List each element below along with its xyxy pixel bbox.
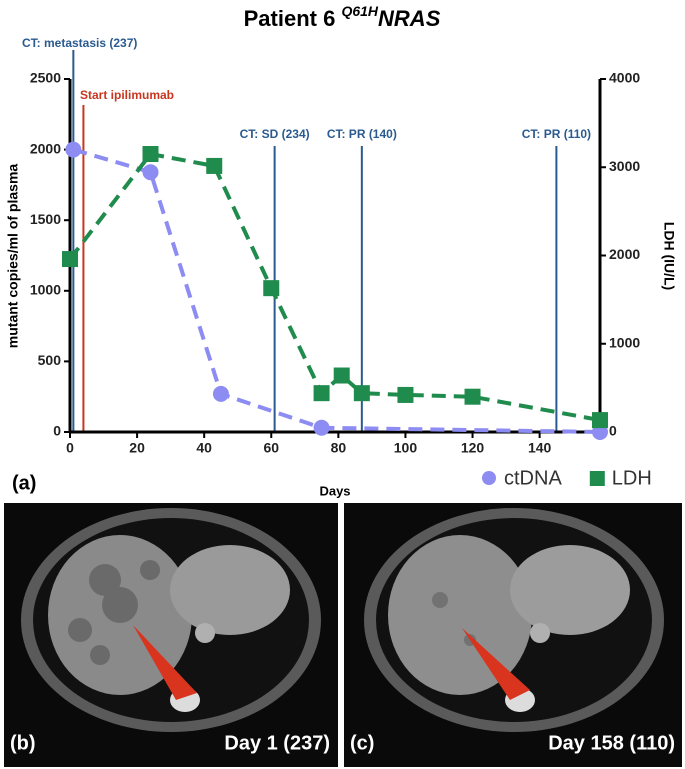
y-tick-label: 0 — [53, 423, 61, 439]
marker — [212, 385, 229, 402]
chart-title: Patient 6 Q61HNRAS — [244, 3, 441, 31]
legend-marker — [589, 471, 605, 486]
event-label: CT: SD (234) — [240, 127, 310, 141]
image-caption: Day 1 (237) — [224, 732, 330, 754]
marker — [313, 419, 330, 436]
panel-label: (b) — [10, 732, 36, 754]
legend-marker — [482, 471, 496, 485]
y2-tick-label: 3000 — [609, 158, 640, 174]
y2-tick-label: 4000 — [609, 70, 640, 86]
ct-image-b — [4, 503, 338, 767]
marker — [142, 146, 159, 163]
y-tick-label: 2500 — [30, 70, 61, 86]
x-tick-label: 60 — [263, 440, 279, 456]
x-axis-label: Days — [319, 483, 350, 498]
y2-tick-label: 0 — [609, 423, 617, 439]
marker — [313, 385, 330, 402]
x-tick-label: 80 — [331, 440, 347, 456]
marker — [333, 367, 350, 384]
marker — [353, 385, 370, 402]
marker — [62, 251, 78, 268]
event-label: Start ipilimumab — [80, 88, 174, 102]
event-label: CT: PR (140) — [327, 127, 397, 141]
marker — [397, 386, 414, 403]
panel-label: (c) — [350, 732, 374, 754]
y2-axis-label: LDH (IU/L) — [661, 222, 677, 290]
legend-label: LDH — [612, 467, 652, 489]
y-tick-label: 1000 — [30, 282, 61, 298]
event-label: CT: metastasis (237) — [22, 36, 137, 50]
ct-image-c — [344, 503, 682, 767]
legend-label: ctDNA — [504, 467, 562, 489]
marker — [592, 412, 608, 429]
series-line — [68, 151, 601, 423]
x-tick-label: 120 — [461, 440, 485, 456]
series-line — [72, 147, 601, 434]
marker — [464, 388, 481, 405]
marker — [142, 164, 159, 181]
x-tick-label: 20 — [129, 440, 145, 456]
title-gene: NRAS — [378, 6, 441, 31]
title-superscript: Q61H — [341, 3, 378, 19]
marker — [206, 157, 223, 174]
y-tick-label: 1500 — [30, 211, 61, 227]
marker — [65, 141, 82, 158]
event-label: CT: PR (110) — [522, 127, 591, 141]
x-tick-label: 0 — [66, 440, 74, 456]
x-tick-label: 140 — [528, 440, 552, 456]
marker — [263, 280, 280, 297]
x-tick-label: 40 — [196, 440, 212, 456]
y-tick-label: 2000 — [30, 140, 61, 156]
y-tick-label: 500 — [38, 352, 62, 368]
y2-tick-label: 2000 — [609, 246, 640, 262]
x-tick-label: 100 — [394, 440, 418, 456]
title-text: Patient 6 — [244, 6, 336, 31]
image-caption: Day 158 (110) — [548, 732, 675, 754]
y-axis-label: mutant copies/ml of plasma — [5, 164, 21, 349]
y2-tick-label: 1000 — [609, 334, 640, 350]
panel-label: (a) — [12, 472, 36, 494]
